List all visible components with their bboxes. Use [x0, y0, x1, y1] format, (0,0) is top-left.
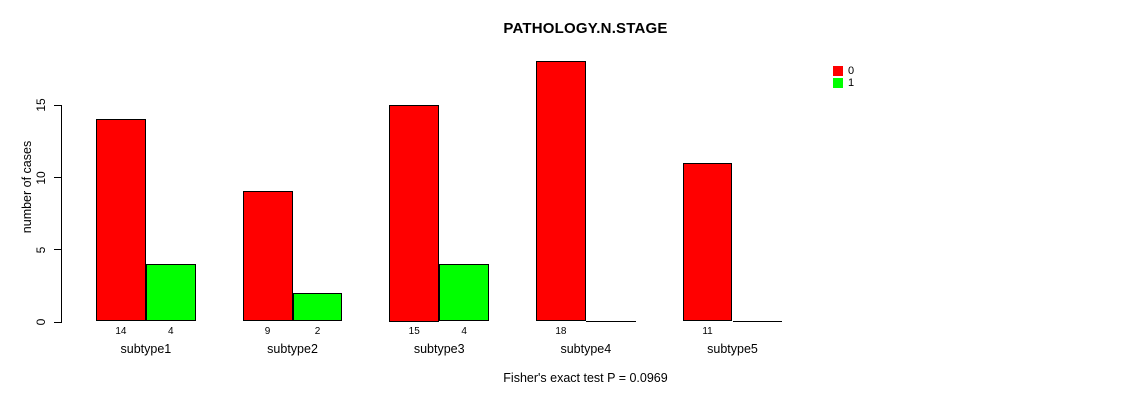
- y-axis-tick: [54, 177, 61, 178]
- bar-subtype2-series-1: [292, 292, 343, 322]
- bar-value-label: 11: [702, 325, 713, 337]
- bar-subtype4-series-1-zero: [585, 320, 636, 322]
- bar-value-label: 14: [115, 325, 127, 337]
- y-axis-tick-label: 15: [34, 98, 48, 112]
- bar-subtype1-series-0: [96, 119, 146, 322]
- bar-value-label: 9: [264, 325, 271, 337]
- y-axis-tick-label: 10: [34, 170, 48, 185]
- legend-label-series-0: 0: [848, 65, 855, 77]
- caption-fisher-test: Fisher's exact test P = 0.0969: [503, 371, 668, 385]
- category-label: subtype2: [267, 342, 318, 356]
- bar-subtype1-series-1: [145, 263, 196, 322]
- category-label: subtype3: [413, 342, 465, 356]
- legend-swatch-series-0: [833, 66, 843, 76]
- y-axis-tick: [54, 104, 61, 106]
- bar-value-label: 4: [168, 325, 174, 337]
- y-axis-tick-label: 0: [34, 318, 48, 326]
- y-axis-tick: [54, 249, 61, 251]
- bar-value-label: 18: [555, 325, 567, 337]
- bar-value-label: 2: [314, 325, 321, 337]
- bar-subtype3-series-1: [439, 263, 490, 322]
- category-label: subtype5: [707, 342, 758, 356]
- bar-value-label: 4: [461, 325, 467, 337]
- y-axis-tick-label: 5: [34, 246, 48, 254]
- bar-subtype5-series-1-zero: [732, 320, 783, 322]
- bar-subtype5-series-0: [682, 162, 733, 322]
- legend-item-series-1: 1: [833, 77, 855, 89]
- y-axis-tick: [54, 321, 61, 323]
- bar-value-label: 15: [408, 325, 420, 337]
- category-label: subtype1: [120, 342, 172, 356]
- bar-subtype3-series-0: [389, 104, 440, 322]
- category-label: subtype4: [560, 342, 612, 356]
- legend-swatch-series-1: [833, 78, 843, 88]
- legend-item-series-0: 0: [833, 65, 855, 77]
- bar-subtype4-series-0: [535, 61, 586, 322]
- bar-subtype2-series-0: [242, 191, 293, 322]
- legend-label-series-1: 1: [848, 77, 855, 89]
- chart-title: PATHOLOGY.N.STAGE: [503, 20, 668, 37]
- y-axis-line: [61, 104, 62, 323]
- legend: 0 1: [833, 65, 855, 89]
